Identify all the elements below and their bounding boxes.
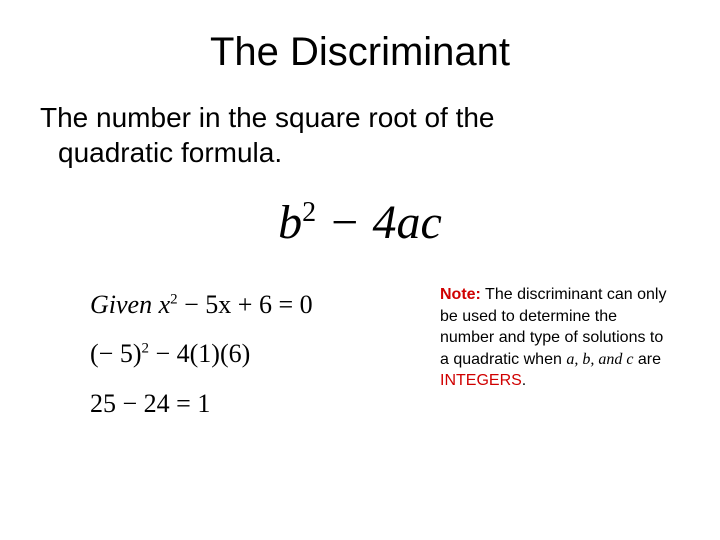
note-box: Note: The discriminant can only be used …	[440, 284, 670, 392]
eq-part2: − 5x + 6 = 0	[178, 290, 313, 319]
note-period: .	[522, 372, 526, 389]
note-label: Note:	[440, 286, 481, 303]
formula-exponent: 2	[302, 197, 316, 228]
l2-b: − 4(1)(6)	[149, 339, 250, 368]
worked-line-1: Given x2 − 5x + 6 = 0	[90, 280, 410, 329]
slide-subtitle: The number in the square root of the qua…	[40, 100, 680, 170]
note-body-2: are	[633, 351, 661, 368]
lower-section: Given x2 − 5x + 6 = 0 (− 5)2 − 4(1)(6) 2…	[40, 280, 680, 428]
worked-line-3: 25 − 24 = 1	[90, 379, 410, 428]
subtitle-line-1: The number in the square root of the	[40, 102, 495, 133]
given-label: Given	[90, 290, 152, 319]
note-vars: a, b, and c	[566, 351, 633, 368]
slide: The Discriminant The number in the squar…	[0, 0, 720, 540]
formula-rest: − 4ac	[316, 196, 442, 249]
slide-title: The Discriminant	[40, 30, 680, 75]
worked-line-2: (− 5)2 − 4(1)(6)	[90, 329, 410, 378]
discriminant-formula: b2 − 4ac	[40, 195, 680, 250]
worked-example: Given x2 − 5x + 6 = 0 (− 5)2 − 4(1)(6) 2…	[90, 280, 410, 428]
eq-part1: x	[152, 290, 170, 319]
l2-a: (− 5)	[90, 339, 141, 368]
eq-exp: 2	[170, 291, 178, 307]
formula-b: b	[278, 196, 302, 249]
subtitle-line-2: quadratic formula.	[40, 137, 282, 168]
note-integers: INTEGERS	[440, 372, 522, 389]
l2-exp: 2	[141, 341, 149, 357]
